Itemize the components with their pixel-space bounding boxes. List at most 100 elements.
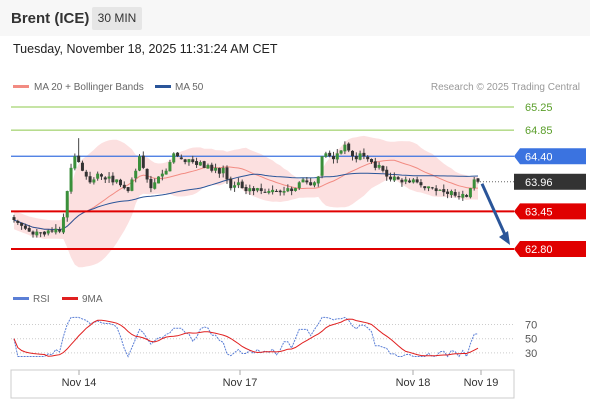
candle-body <box>293 188 297 191</box>
candle-body <box>370 159 374 163</box>
candle-body <box>423 186 427 189</box>
level-label-63-96: 63.96 <box>525 177 553 189</box>
candle-body <box>134 170 138 179</box>
rsi-panel: 70 50 30 <box>11 316 537 360</box>
price-levels: 65.25 64.85 64.40 63.96 63.45 62.80 <box>11 102 586 257</box>
candle-body <box>153 182 157 189</box>
candle-body <box>103 177 107 180</box>
candle-body <box>385 169 389 177</box>
x-tick-label: Nov 14 <box>62 377 97 389</box>
candle-body <box>20 222 24 226</box>
candle-body <box>118 179 122 186</box>
candle-body <box>88 176 92 183</box>
candle-body <box>396 177 400 180</box>
ma9-legend-swatch <box>62 297 78 300</box>
candle-body <box>236 182 240 186</box>
candle-body <box>122 184 126 189</box>
candle-body <box>305 180 309 183</box>
candle-body <box>263 191 267 193</box>
bollinger-bands <box>14 135 478 268</box>
candle-body <box>244 187 248 192</box>
candle-body <box>16 220 20 223</box>
candle-body <box>286 188 290 192</box>
ma20-legend-label: MA 20 + Bollinger Bands <box>34 82 144 93</box>
bollinger-band-area <box>14 135 478 268</box>
candle-body <box>328 152 332 157</box>
ma50-line <box>13 172 479 231</box>
candle-body <box>465 195 469 197</box>
candle-body <box>316 176 320 184</box>
rsi-level-label-30: 30 <box>525 348 537 360</box>
candle-body <box>73 156 77 169</box>
candle-body <box>457 196 461 198</box>
candle-body <box>347 143 351 151</box>
credit-text: Research © 2025 Trading Central <box>431 82 580 93</box>
candle-body <box>54 228 58 233</box>
candle-body <box>58 229 62 232</box>
candle-body <box>46 230 50 234</box>
candle-body <box>362 152 366 157</box>
candle-body <box>392 176 396 181</box>
level-tag-64-40 <box>514 148 586 165</box>
candle-body <box>312 182 316 186</box>
candle-body <box>415 179 419 183</box>
candle-body <box>99 174 103 177</box>
level-label-62-80: 62.80 <box>525 244 553 256</box>
rsi-level-label-50: 50 <box>525 334 537 346</box>
candle-body <box>472 179 476 189</box>
candle-body <box>358 153 362 160</box>
candle-body <box>320 156 324 176</box>
ma50-legend-swatch <box>155 85 171 88</box>
rsi-legend-swatch <box>13 297 29 300</box>
candle-body <box>172 153 176 163</box>
candle-body <box>69 167 73 192</box>
candle-body <box>210 164 214 171</box>
candle-body <box>271 189 275 193</box>
ma9-legend-label: 9MA <box>82 294 103 305</box>
forecast-arrow <box>480 183 510 245</box>
candle-body <box>366 156 370 160</box>
candle-body <box>282 191 286 193</box>
x-tick-label: Nov 19 <box>464 377 499 389</box>
ma20-legend-swatch <box>13 85 29 88</box>
candle-body <box>65 191 69 218</box>
candle-body <box>92 179 96 183</box>
candle-body <box>217 168 221 174</box>
candle-body <box>126 187 130 192</box>
chart-header: Brent (ICE) 30 MIN <box>0 0 590 36</box>
candle-body <box>96 173 100 179</box>
candle-body <box>42 231 46 235</box>
candle-body <box>138 156 142 171</box>
candle-body <box>50 230 54 232</box>
candle-body <box>202 161 206 168</box>
candle-body <box>377 164 381 168</box>
forecast-arrow-head <box>499 231 510 245</box>
candle-body <box>240 181 244 189</box>
candle-body <box>278 190 282 193</box>
candle-body <box>438 189 442 191</box>
rsi-line <box>13 316 479 358</box>
x-tick-label: Nov 18 <box>396 377 431 389</box>
candle-body <box>35 231 39 236</box>
candle-body <box>290 188 294 192</box>
candle-body <box>255 188 259 191</box>
forecast-arrow-shaft <box>480 183 508 238</box>
candle-body <box>84 171 88 177</box>
candle-body <box>461 193 465 198</box>
candle-body <box>248 188 252 192</box>
candle-body <box>350 150 354 157</box>
instrument-title: Brent (ICE) <box>11 10 90 27</box>
candle-body <box>400 179 404 183</box>
timeframe-button[interactable]: 30 MIN <box>92 7 142 30</box>
candle-body <box>408 180 412 183</box>
candle-body <box>411 179 415 183</box>
level-tag-63-45 <box>514 203 586 220</box>
rsi-legend-label: RSI <box>33 294 50 305</box>
level-label-65-25: 65.25 <box>525 102 553 114</box>
level-tag-62-80 <box>514 241 586 257</box>
candle-body <box>39 232 43 234</box>
candle-body <box>476 178 480 182</box>
candle-body <box>404 179 408 182</box>
candle-body <box>160 173 164 177</box>
